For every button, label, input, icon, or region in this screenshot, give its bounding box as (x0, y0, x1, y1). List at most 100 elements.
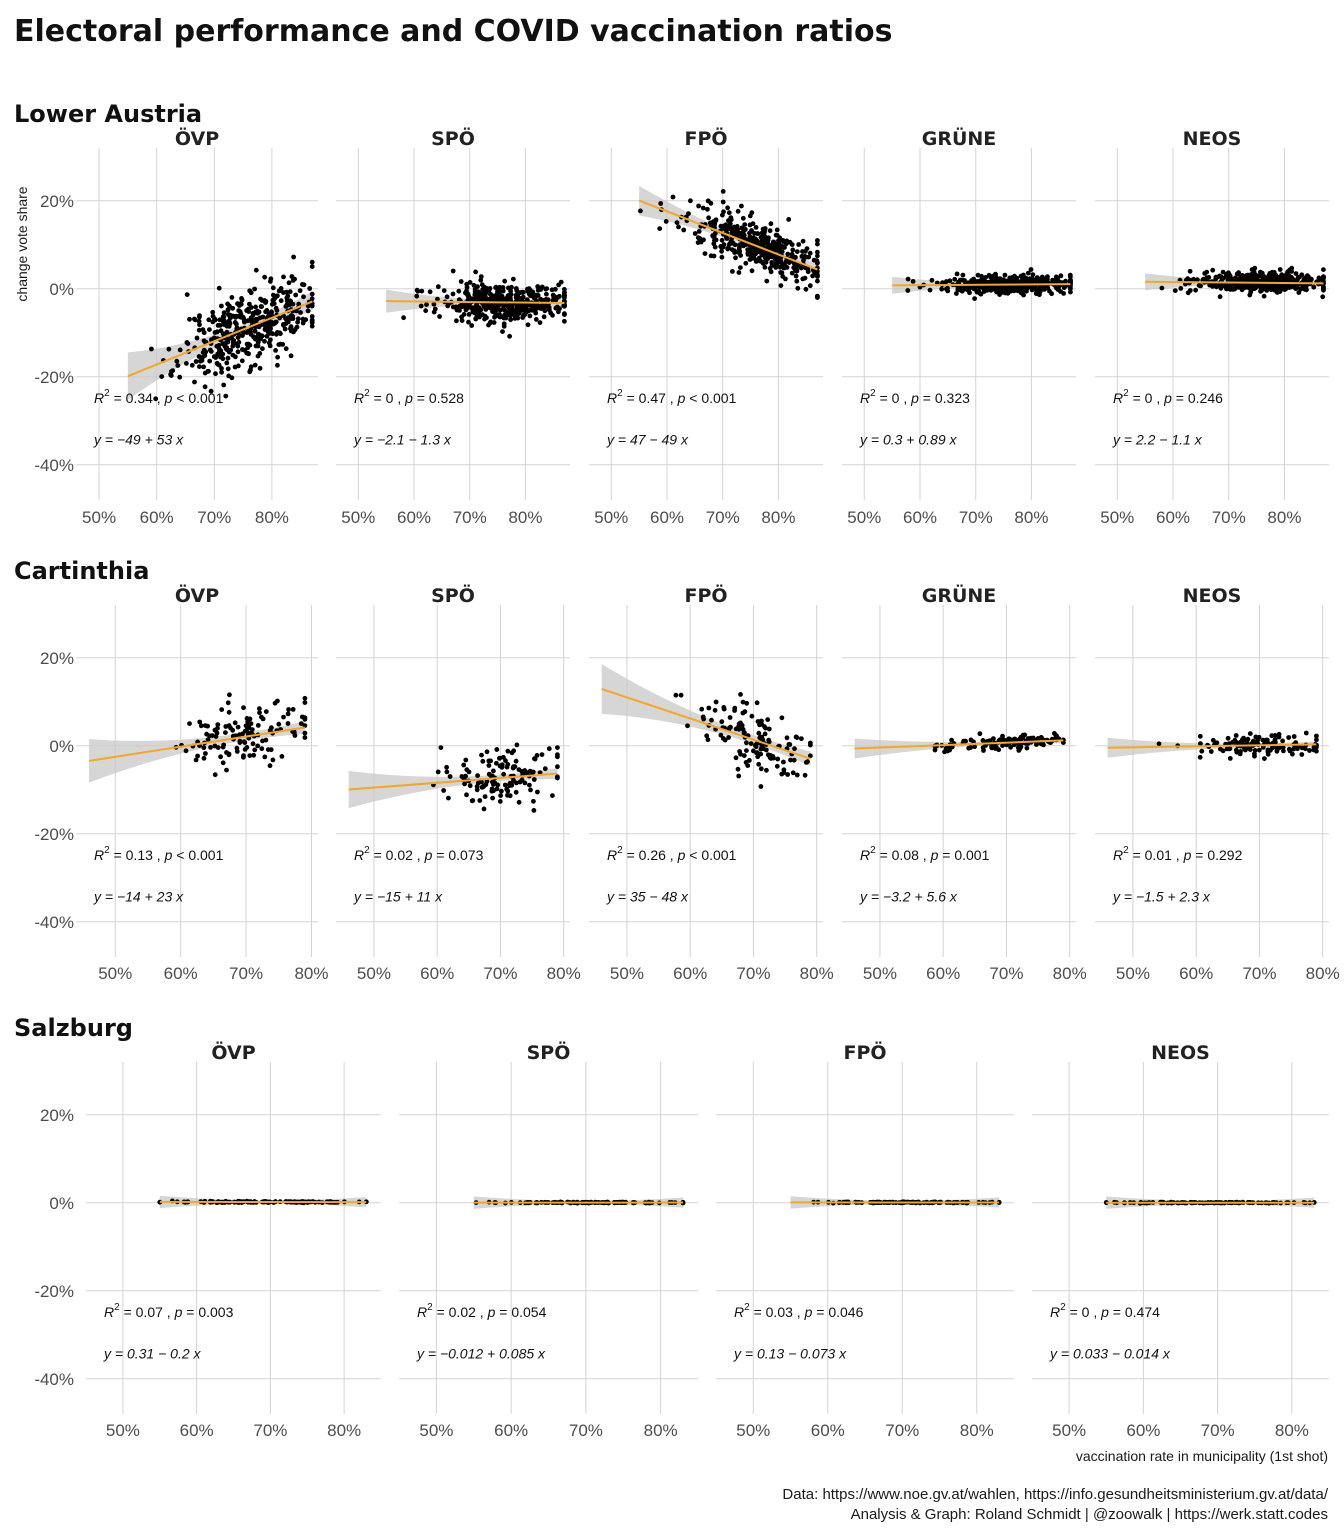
data-point (1297, 274, 1302, 280)
data-point (224, 767, 229, 773)
data-point (474, 312, 480, 318)
data-point (438, 745, 444, 750)
data-point (701, 237, 706, 243)
equation-label: y = −49 + 53 x (93, 432, 184, 448)
data-point (981, 748, 986, 753)
data-point (972, 744, 977, 750)
data-point (309, 323, 315, 329)
data-point (802, 772, 808, 778)
data-point (1286, 735, 1292, 740)
y-tick-label: -40% (34, 456, 74, 475)
data-point (1321, 267, 1326, 272)
x-tick-label: 80% (327, 1421, 361, 1440)
data-point (794, 278, 800, 284)
data-point (1067, 272, 1073, 278)
data-point (237, 309, 243, 315)
data-point (1025, 736, 1031, 741)
data-point (736, 246, 742, 252)
equation-label: y = −15 + 11 x (353, 889, 443, 905)
data-point (542, 304, 548, 310)
data-point (175, 363, 181, 368)
r-squared-label: R2 = 0.02 , p = 0.054 (417, 1302, 547, 1320)
data-point (257, 365, 263, 371)
data-point (764, 278, 770, 284)
data-point (184, 361, 189, 366)
data-point (298, 310, 303, 315)
data-point (225, 366, 231, 372)
data-point (215, 323, 221, 328)
data-point (782, 262, 787, 267)
x-tick-label: 70% (453, 508, 487, 527)
data-point (262, 338, 267, 344)
data-point (224, 360, 230, 366)
x-tick-label: 80% (255, 508, 289, 527)
y-tick-label: 20% (40, 1106, 74, 1125)
data-point (754, 750, 759, 756)
data-point (252, 286, 257, 292)
data-point (802, 275, 808, 281)
data-point (738, 751, 743, 757)
data-point (309, 259, 315, 265)
x-tick-label: 50% (847, 508, 881, 527)
data-point (516, 767, 522, 772)
data-point (527, 782, 532, 788)
data-point (720, 199, 726, 205)
data-point (1233, 747, 1239, 753)
data-point (727, 725, 733, 730)
data-point (989, 744, 994, 749)
data-point (418, 303, 424, 309)
data-point (528, 293, 533, 298)
data-point (763, 725, 768, 731)
data-point (1220, 269, 1226, 275)
data-point (527, 313, 533, 319)
data-point (262, 754, 268, 760)
data-point (239, 297, 245, 303)
x-tick-label: 60% (1126, 1421, 1160, 1440)
r-squared-label: R2 = 0.08 , p = 0.001 (860, 845, 990, 863)
data-point (505, 748, 511, 754)
x-tick-label: 50% (1100, 508, 1134, 527)
data-point (497, 755, 503, 761)
data-point (435, 769, 441, 775)
data-point (283, 346, 289, 352)
data-point (815, 241, 820, 247)
data-point (196, 318, 202, 324)
data-point (1311, 284, 1317, 290)
data-point (414, 287, 420, 293)
data-point (735, 227, 740, 233)
data-point (1248, 289, 1254, 295)
x-tick-label: 80% (508, 508, 542, 527)
x-tick-label: 60% (397, 508, 431, 527)
data-point (283, 316, 288, 321)
data-point (290, 278, 296, 283)
data-point (751, 255, 757, 261)
data-point (231, 338, 237, 343)
data-point (262, 274, 267, 280)
data-point (492, 314, 497, 320)
data-point (1238, 739, 1243, 745)
data-point (509, 284, 514, 290)
data-point (700, 714, 706, 720)
data-point (531, 798, 536, 804)
data-point (786, 742, 792, 747)
data-point (1286, 273, 1291, 278)
data-point (502, 782, 508, 788)
r-squared-label: R2 = 0.02 , p = 0.073 (354, 845, 484, 863)
data-point (506, 305, 512, 311)
data-point (459, 774, 465, 779)
data-point (205, 368, 211, 374)
data-point (461, 312, 467, 317)
data-point (727, 715, 733, 720)
x-tick-label: 70% (569, 1421, 603, 1440)
r-squared-label: R2 = 0 , p = 0.474 (1050, 1302, 1160, 1320)
data-point (230, 313, 236, 319)
data-point (195, 753, 201, 759)
data-point (168, 372, 174, 377)
data-point (535, 789, 540, 795)
data-point (223, 393, 229, 399)
data-point (1199, 748, 1205, 754)
data-point (221, 382, 227, 388)
data-point (505, 788, 511, 794)
data-point (533, 317, 539, 322)
data-point (541, 314, 547, 320)
